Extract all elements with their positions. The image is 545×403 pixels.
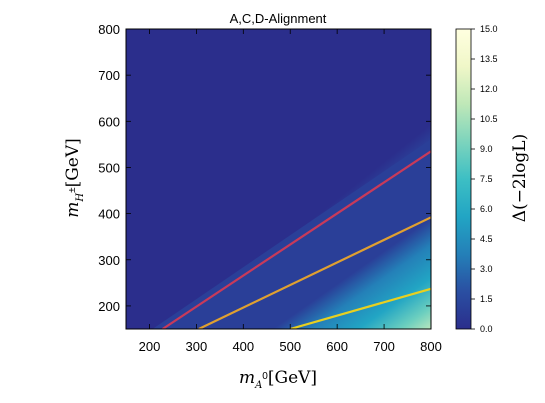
colorbar-tick-label: 13.5 xyxy=(480,54,498,64)
chart-title: A,C,D-Alignment xyxy=(230,11,327,26)
y-tick-label: 400 xyxy=(98,207,120,222)
x-tick-label: 300 xyxy=(186,339,208,354)
plot-area xyxy=(126,29,431,329)
contour-line-1 xyxy=(161,150,431,329)
colorbar-tick-label: 12.0 xyxy=(480,84,498,94)
colorbar-tick-label: 10.5 xyxy=(480,114,498,124)
colorbar-tick-label: 15.0 xyxy=(480,24,498,34)
colorbar-label: Δ(−2logL) xyxy=(510,134,530,222)
x-tick-label: 500 xyxy=(279,339,301,354)
colorbar-tick-label: 4.5 xyxy=(480,234,493,244)
y-tick-label: 800 xyxy=(98,22,120,37)
y-tick-label: 200 xyxy=(98,299,120,314)
y-tick-label: 600 xyxy=(98,114,120,129)
colorbar-tick-label: 0.0 xyxy=(480,324,493,334)
x-tick-label: 200 xyxy=(139,339,161,354)
colorbar-tick-label: 3.0 xyxy=(480,264,493,274)
x-axis-ticks: 200 300 400 500 600 700 800 xyxy=(139,29,442,354)
x-tick-label: 800 xyxy=(420,339,442,354)
colorbar xyxy=(455,28,472,330)
x-tick-label: 400 xyxy=(232,339,254,354)
colorbar-tick-label: 7.5 xyxy=(480,174,493,184)
y-axis-label: mH±[GeV] xyxy=(63,138,86,218)
plot-frame xyxy=(125,28,432,330)
x-tick-label: 600 xyxy=(326,339,348,354)
y-tick-label: 500 xyxy=(98,160,120,175)
colorbar-tick-label: 9.0 xyxy=(480,144,493,154)
colorbar-ticks: 0.0 1.5 3.0 4.5 6.0 7.5 9.0 10.5 12.0 13.5 15.0 xyxy=(471,24,498,334)
colorbar-tick-label: 6.0 xyxy=(480,204,493,214)
x-axis-label: mA0[GeV] xyxy=(239,368,317,391)
contour-lines xyxy=(161,150,431,329)
x-tick-label: 700 xyxy=(373,339,395,354)
y-tick-label: 300 xyxy=(98,253,120,268)
y-axis-ticks: 200 300 400 500 600 700 800 xyxy=(98,22,431,314)
y-tick-label: 700 xyxy=(98,68,120,83)
colorbar-tick-label: 1.5 xyxy=(480,294,493,304)
contour-line-3 xyxy=(289,287,431,329)
contour-line-2 xyxy=(198,216,431,329)
heatmap-wedge xyxy=(152,139,431,329)
